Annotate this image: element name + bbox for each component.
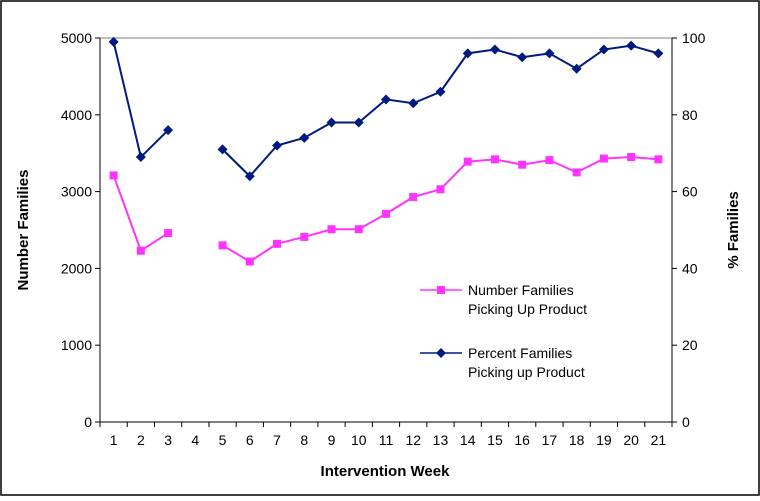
data-point-number-families [109,171,118,180]
data-point-percent-families [217,144,228,155]
x-tick-label: 17 [542,432,558,448]
data-point-percent-families [598,44,609,55]
data-point-number-families [518,160,527,169]
data-point-percent-families [489,44,500,55]
x-tick-label: 10 [351,432,367,448]
y2-tick-label: 60 [682,184,698,200]
x-tick-label: 20 [623,432,639,448]
data-point-percent-families [626,40,637,51]
x-tick-label: 8 [300,432,308,448]
series-layer [108,36,664,266]
legend-label-percent-families-line2: Picking up Product [468,364,585,380]
data-point-percent-families [544,48,555,59]
data-point-number-families [218,241,227,250]
x-tick-label: 21 [651,432,667,448]
x-tick-label: 3 [164,432,172,448]
data-point-number-families [164,229,173,238]
data-point-number-families [327,225,336,234]
data-point-percent-families [353,117,364,128]
data-point-number-families [654,155,663,164]
legend-marker-number-families [437,286,445,294]
data-point-number-families [490,155,499,164]
data-point-percent-families [381,94,391,105]
x-tick-label: 4 [191,432,199,448]
y2-tick-label: 0 [682,414,690,430]
x-tick-label: 6 [246,432,254,448]
data-point-number-families [545,156,554,165]
y-axis-title: Number Families [15,170,32,291]
data-point-number-families [273,239,282,248]
data-point-percent-families [272,140,283,151]
x-tick-label: 18 [569,432,585,448]
legend-label-number-families-line1: Number Families [468,282,574,298]
x-tick-label: 16 [514,432,530,448]
data-point-percent-families [326,117,337,128]
data-point-number-families [599,154,608,163]
data-point-percent-families [408,98,419,109]
x-tick-label: 5 [219,432,227,448]
data-point-number-families [245,257,254,266]
x-tick-label: 1 [110,432,118,448]
data-point-number-families [463,157,472,166]
x-tick-label: 2 [137,432,145,448]
y-tick-label: 4000 [61,107,92,123]
data-point-percent-families [244,171,255,182]
y-tick-label: 3000 [61,184,92,200]
y2-tick-label: 20 [682,337,698,353]
data-point-percent-families [135,152,146,163]
data-point-percent-families [571,63,582,74]
data-point-percent-families [435,86,446,97]
y-tick-label: 5000 [61,30,92,46]
data-point-number-families [300,232,309,241]
data-point-percent-families [163,125,174,136]
legend-label-percent-families-line1: Percent Families [468,345,572,361]
x-tick-label: 7 [273,432,281,448]
x-axis-title: Intervention Week [321,463,451,480]
data-point-percent-families [299,132,310,143]
data-point-percent-families [653,48,664,59]
y-tick-label: 1000 [61,337,92,353]
x-tick-label: 11 [379,432,394,448]
data-point-number-families [136,246,145,255]
data-point-percent-families [517,52,528,63]
data-point-number-families [572,168,581,177]
data-point-number-families [409,192,418,201]
x-tick-label: 12 [405,432,421,448]
legend-label-number-families-line2: Picking Up Product [468,301,587,317]
x-tick-label: 14 [460,432,476,448]
y-tick-label: 0 [84,414,92,430]
legend: Number Families Picking Up Product Perce… [420,282,587,380]
y2-tick-label: 40 [682,260,698,276]
data-point-percent-families [462,48,473,59]
data-point-number-families [436,185,445,194]
y2-tick-label: 80 [682,107,698,123]
data-point-number-families [627,153,636,162]
legend-marker-percent-families [436,348,446,358]
data-point-number-families [382,209,390,218]
data-point-number-families [354,225,363,234]
y-tick-label: 2000 [61,260,92,276]
x-tick-label: 13 [433,432,449,448]
x-tick-label: 19 [596,432,612,448]
data-point-percent-families [108,36,119,47]
y2-axis-title: % Families [725,191,742,269]
x-tick-label: 9 [328,432,336,448]
y2-tick-label: 100 [682,30,706,46]
x-tick-label: 15 [487,432,503,448]
